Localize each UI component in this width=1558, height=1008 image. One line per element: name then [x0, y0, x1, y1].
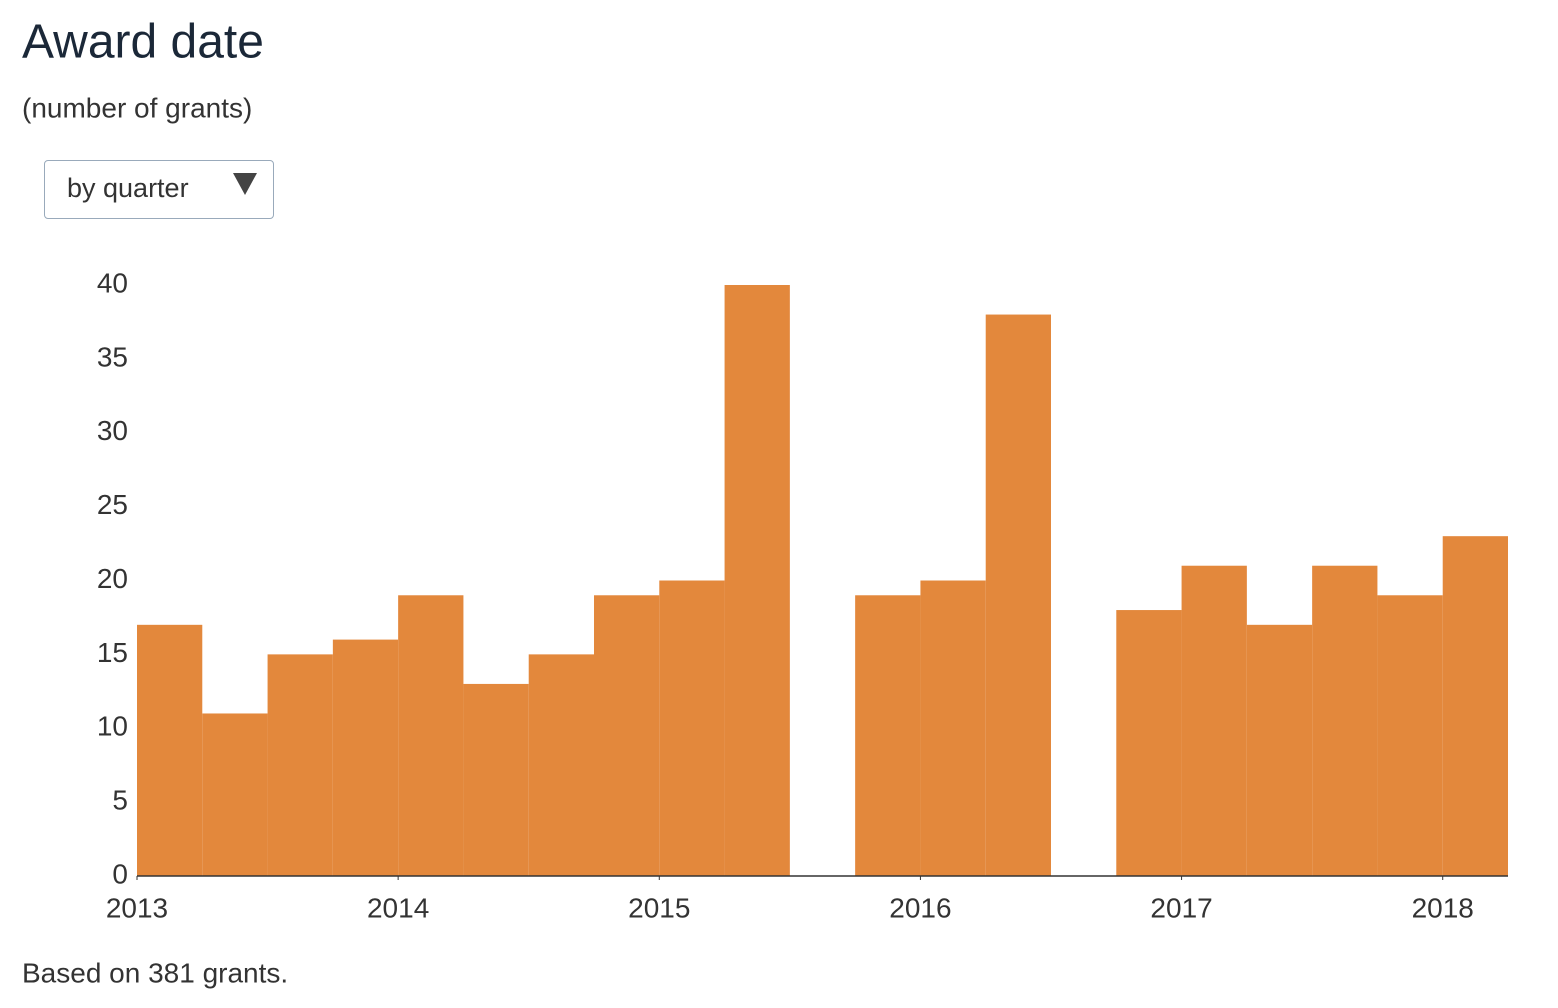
- bar: [1377, 595, 1443, 876]
- dropdown-label: by quarter: [67, 173, 189, 203]
- x-tick-label: 2017: [1150, 892, 1212, 923]
- y-tick-label: 35: [97, 341, 128, 372]
- bar: [985, 314, 1051, 876]
- y-tick-label: 30: [97, 415, 128, 446]
- bar: [1116, 610, 1182, 876]
- x-tick-label: 2014: [367, 892, 429, 923]
- x-tick-label: 2016: [889, 892, 951, 923]
- bar: [332, 639, 399, 876]
- y-tick-label: 10: [97, 711, 128, 742]
- y-tick-label: 5: [112, 785, 128, 816]
- y-tick-label: 20: [97, 563, 128, 594]
- bar: [659, 580, 725, 876]
- bar: [267, 654, 333, 876]
- chart-subtitle: (number of grants): [22, 92, 252, 123]
- bar: [594, 595, 660, 876]
- dropdown-arrow: [233, 173, 257, 195]
- y-tick-label: 0: [112, 858, 128, 889]
- footnote: Based on 381 grants.: [22, 957, 288, 988]
- x-tick-label: 2015: [628, 892, 690, 923]
- dropdown[interactable]: by quarter: [44, 160, 274, 219]
- x-tick-label: 2018: [1412, 892, 1474, 923]
- x-tick-label: 2013: [106, 892, 168, 923]
- bar: [724, 285, 790, 876]
- bar: [398, 595, 464, 876]
- bar: [855, 595, 921, 876]
- bar: [1181, 565, 1247, 876]
- bar: [1246, 624, 1313, 876]
- y-tick-label: 40: [97, 267, 128, 298]
- bar: [1312, 565, 1378, 876]
- bar: [463, 683, 529, 876]
- bar: [920, 580, 986, 876]
- y-tick-label: 25: [97, 489, 128, 520]
- bar: [1442, 536, 1508, 876]
- y-tick-label: 15: [97, 637, 128, 668]
- bar: [137, 624, 203, 876]
- bar: [202, 713, 268, 876]
- bar: [528, 654, 594, 876]
- chart-title: Award date: [22, 16, 264, 69]
